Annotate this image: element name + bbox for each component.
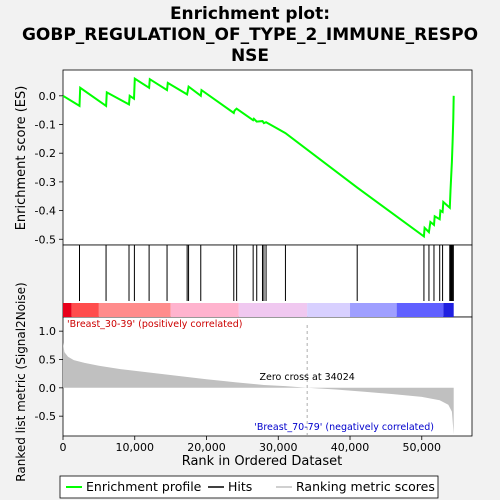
es-panel-bg [62,69,473,246]
color-bar-segment [396,303,444,317]
x-axis: 0 10,000 20,000 30,000 40,000 50,000 [60,436,442,454]
metric-y-axis: 1.0 0.5 0.0 -0.5 [35,325,63,423]
negative-correlation-label: 'Breast_70-79' (negatively correlated) [254,422,434,433]
legend: Enrichment profile Hits Ranking metric s… [59,475,439,499]
positive-correlation-label: 'Breast_30-39' (positively correlated) [67,319,243,330]
x-tick-label: 20,000 [187,441,226,454]
ranking-metric-area [63,342,454,435]
es-y-tick-label: 0.0 [39,90,57,103]
chart-title-line1: Enrichment plot: [170,4,330,24]
metric-y-tick-label: 0.5 [39,354,57,367]
metric-y-tick-label: -0.5 [35,410,56,423]
x-axis-label: Rank in Ordered Dataset [182,454,343,469]
es-y-tick-label: -0.5 [35,233,56,246]
es-y-axis: 0.0 -0.1 -0.2 -0.3 -0.4 -0.5 [35,90,63,246]
legend-label-hits: Hits [228,479,252,494]
es-y-tick-label: -0.3 [35,176,56,189]
color-bar-segment [71,303,99,317]
x-tick-label: 0 [60,441,67,454]
chart-title-line2: GOBP_REGULATION_OF_TYPE_2_IMMUNE_RESPO [22,25,478,45]
color-bar-segment [170,303,239,317]
metric-y-tick-label: 0.0 [39,382,57,395]
es-y-tick-label: -0.2 [35,147,56,160]
legend-label-metric: Ranking metric scores [296,479,435,494]
chart-title-line3: NSE [231,46,269,66]
metric-y-axis-label: Ranked list metric (Signal2Noise) [14,282,28,481]
color-bar-segment [443,303,454,317]
color-bar-segment [307,303,351,317]
color-bar-segment [98,303,171,317]
es-y-tick-label: -0.4 [35,205,56,218]
color-bar-segment [350,303,397,317]
color-bar-segment [238,303,308,317]
es-y-tick-label: -0.1 [35,119,56,132]
x-tick-label: 50,000 [403,441,442,454]
color-bar-segment [63,303,72,317]
legend-box [59,475,439,499]
legend-label-enrichment: Enrichment profile [86,479,202,494]
enrichment-profile-line [62,76,455,239]
hits-lines [79,245,454,301]
metric-y-tick-label: 1.0 [39,325,57,338]
x-tick-label: 40,000 [331,441,370,454]
ranked-color-bar [63,303,454,317]
es-y-axis-label: Enrichment score (ES) [14,86,29,231]
x-tick-label: 10,000 [116,441,155,454]
zero-cross-label: Zero cross at 34024 [259,372,354,383]
x-tick-label: 30,000 [259,441,298,454]
